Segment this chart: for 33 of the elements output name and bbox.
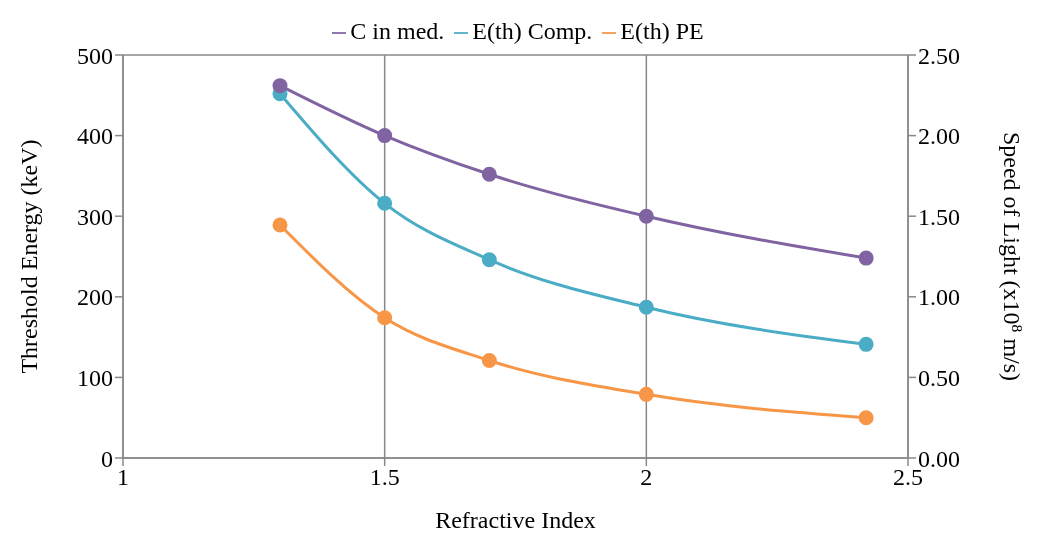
point bbox=[858, 250, 874, 266]
y2-tick-label: 2.00 bbox=[918, 123, 960, 150]
point bbox=[272, 78, 288, 94]
point bbox=[377, 128, 393, 144]
point bbox=[377, 195, 393, 211]
point bbox=[481, 352, 497, 368]
point bbox=[481, 166, 497, 182]
point bbox=[858, 336, 874, 352]
y-tick-label: 0 bbox=[101, 445, 113, 472]
point bbox=[638, 208, 654, 224]
y-tick-label: 300 bbox=[77, 203, 113, 230]
y-tick-label: 400 bbox=[77, 123, 113, 150]
x-axis-title: Refractive Index bbox=[435, 507, 596, 533]
x-tick-label: 1.5 bbox=[369, 464, 400, 491]
x-tick-label: 2 bbox=[640, 464, 653, 491]
y-tick-label: 200 bbox=[77, 284, 113, 311]
y-tick-label: 500 bbox=[77, 42, 113, 69]
y-axis-title: Threshold Energy (keV) bbox=[15, 139, 42, 374]
point bbox=[638, 299, 654, 315]
legend-label: E(th) Comp. bbox=[472, 18, 593, 44]
legend-label: E(th) PE bbox=[620, 18, 704, 44]
point bbox=[481, 252, 497, 268]
x-tick-label: 1 bbox=[117, 464, 129, 491]
y2-tick-label: 1.50 bbox=[918, 203, 960, 230]
point bbox=[638, 386, 654, 402]
point bbox=[272, 217, 288, 233]
point bbox=[377, 310, 393, 326]
point bbox=[858, 410, 874, 426]
y-tick-label: 100 bbox=[77, 364, 113, 391]
y2-tick-label: 2.50 bbox=[918, 42, 960, 69]
legend-label: C in med. bbox=[350, 18, 445, 44]
y2-tick-label: 0.50 bbox=[918, 364, 960, 391]
y2-tick-label: 1.00 bbox=[918, 284, 960, 311]
